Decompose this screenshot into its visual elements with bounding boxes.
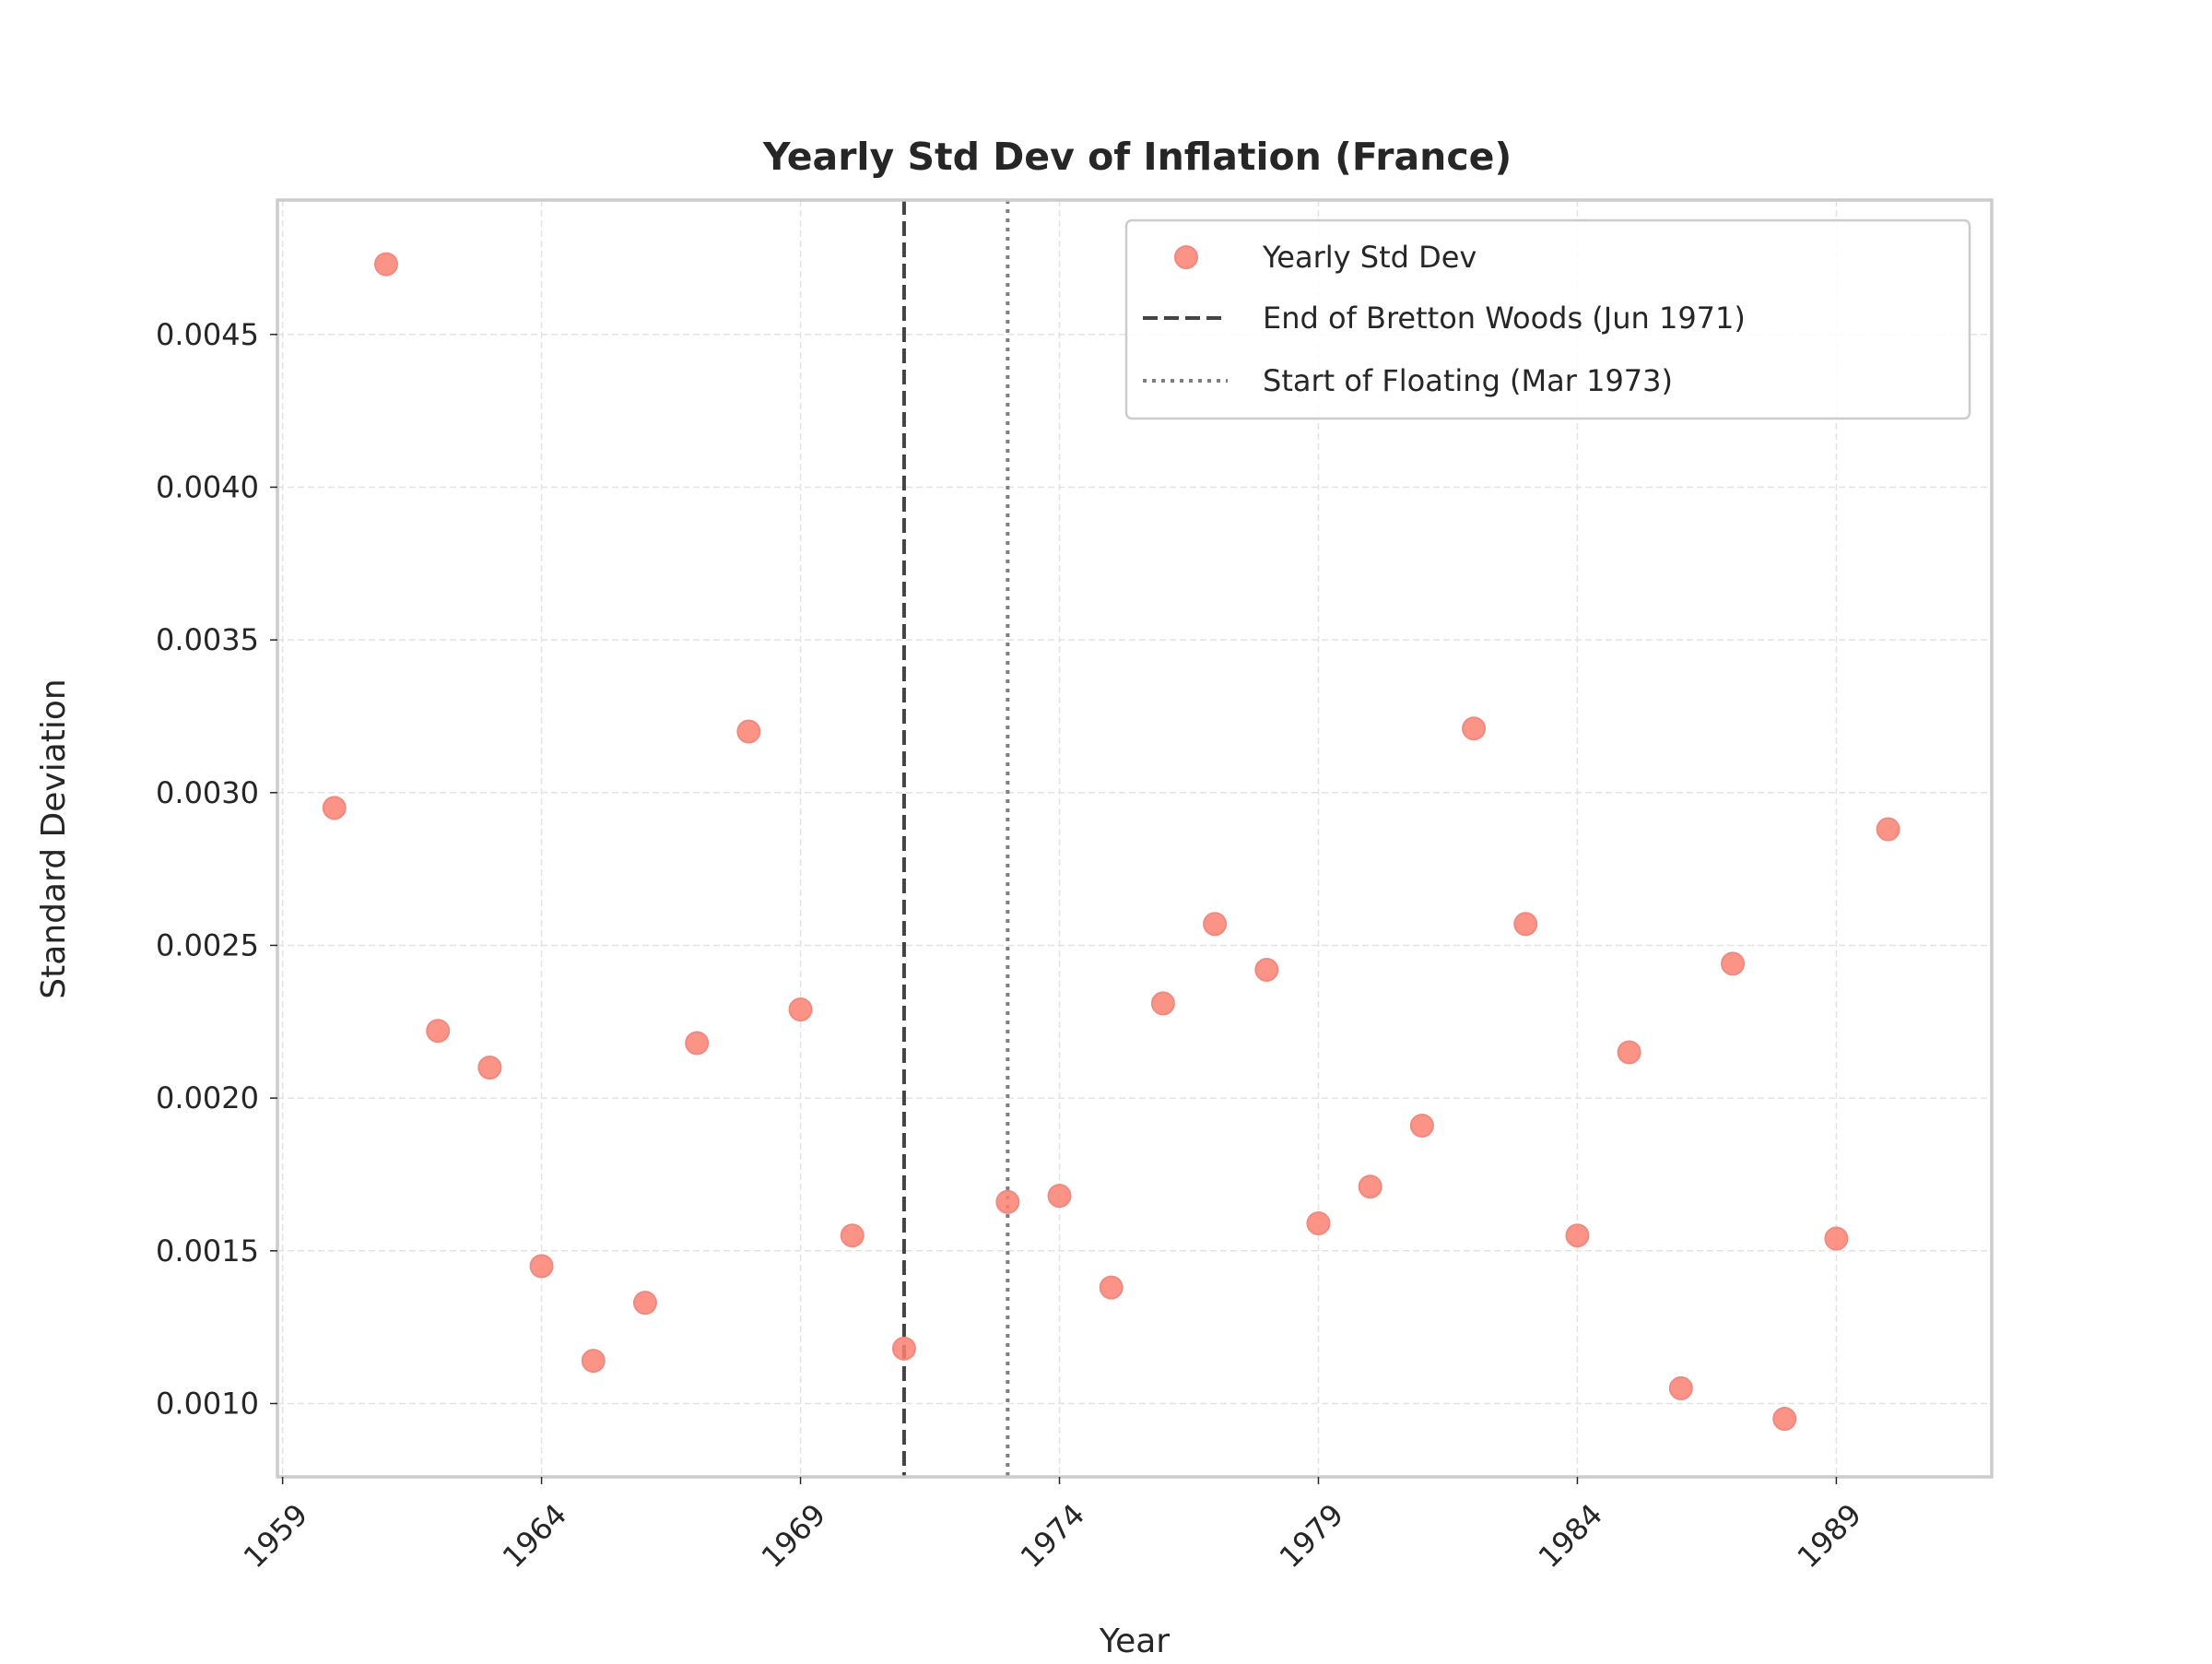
- data-point: [632, 1291, 657, 1316]
- data-point: [995, 1189, 1020, 1214]
- plot-frame: [276, 198, 1994, 1479]
- data-point: [1358, 1174, 1382, 1199]
- y-tick-label: 0.0015: [156, 1233, 259, 1269]
- data-points: [322, 252, 1900, 1432]
- x-tick-label: 1959: [237, 1497, 314, 1575]
- legend-label-yearly-std-dev: Yearly Std Dev: [1262, 240, 1477, 275]
- legend: Yearly Std Dev End of Bretton Woods (Jun…: [1124, 218, 1971, 420]
- data-point: [1617, 1040, 1641, 1065]
- data-point: [1306, 1210, 1331, 1235]
- data-point: [374, 252, 399, 277]
- data-point: [1668, 1375, 1693, 1400]
- data-point: [529, 1254, 554, 1279]
- y-tick-label: 0.0045: [156, 317, 259, 352]
- data-point: [1099, 1275, 1124, 1300]
- y-tick-label: 0.0010: [156, 1386, 259, 1421]
- data-point: [1150, 991, 1175, 1016]
- data-point: [1772, 1407, 1797, 1432]
- data-point: [1721, 951, 1746, 976]
- x-tick-label: 1974: [1014, 1497, 1091, 1575]
- data-point: [581, 1349, 606, 1374]
- x-tick-label: 1989: [1791, 1497, 1868, 1575]
- data-point: [685, 1031, 710, 1056]
- data-point: [788, 997, 813, 1022]
- x-axis-ticks: 1959 1964 1969 1974 1979 1984 1989: [237, 1477, 1868, 1575]
- y-axis-label: Standard Deviation: [35, 679, 73, 998]
- data-point: [840, 1223, 865, 1248]
- legend-box: [1124, 218, 1971, 420]
- y-tick-label: 0.0025: [156, 927, 259, 962]
- x-axis-label: Year: [1099, 1623, 1170, 1659]
- chart-title: Yearly Std Dev of Inflation (France): [762, 135, 1512, 179]
- data-point: [1254, 957, 1279, 982]
- data-point: [1409, 1113, 1434, 1138]
- data-point: [426, 1019, 451, 1044]
- data-point: [891, 1336, 916, 1361]
- data-point: [1876, 817, 1900, 842]
- y-tick-label: 0.0020: [156, 1080, 259, 1115]
- y-tick-label: 0.0040: [156, 469, 259, 504]
- data-point: [477, 1056, 502, 1080]
- x-tick-label: 1979: [1273, 1497, 1350, 1575]
- y-axis-ticks: 0.0010 0.0015 0.0020 0.0025 0.0030 0.0035 0.00…: [156, 317, 277, 1421]
- data-point: [1203, 912, 1228, 937]
- data-point: [1565, 1223, 1590, 1248]
- data-point: [1462, 716, 1487, 741]
- reference-lines: [901, 200, 1010, 1477]
- data-point: [1513, 912, 1538, 937]
- x-tick-label: 1964: [496, 1497, 573, 1575]
- legend-marker-yearly-std-dev: [1174, 245, 1198, 269]
- legend-label-floating: Start of Floating (Mar 1973): [1263, 363, 1673, 398]
- data-point: [1047, 1184, 1072, 1209]
- data-point: [736, 719, 761, 744]
- x-tick-label: 1984: [1532, 1497, 1609, 1575]
- data-point: [1824, 1226, 1849, 1251]
- y-tick-label: 0.0030: [156, 775, 259, 810]
- x-tick-label: 1969: [755, 1497, 832, 1575]
- data-point: [322, 796, 347, 820]
- y-tick-label: 0.0035: [156, 622, 259, 657]
- legend-label-bretton-woods: End of Bretton Woods (Jun 1971): [1263, 301, 1746, 336]
